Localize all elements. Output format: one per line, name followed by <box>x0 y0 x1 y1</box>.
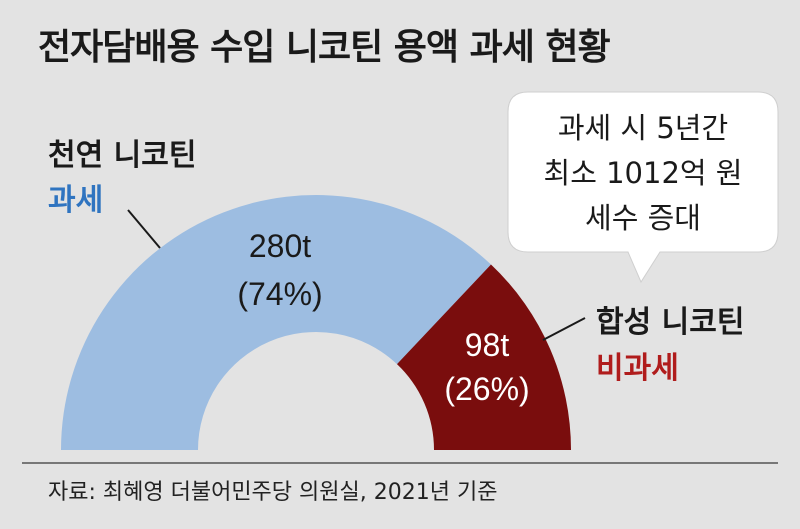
callout-line-3: 세수 증대 <box>585 201 701 235</box>
footer-divider <box>22 462 778 464</box>
slice-natural-nicotine <box>61 195 491 450</box>
synthetic-leader-line <box>542 317 586 341</box>
chart-title: 전자담배용 수입 니코틴 용액 과세 현황 <box>38 27 611 68</box>
slice-synthetic-percent: (26%) <box>444 371 529 407</box>
source-note: 자료: 최혜영 더불어민주당 의원실, 2021년 기준 <box>48 480 498 505</box>
natural-category-label: 천연 니코틴 <box>48 138 196 173</box>
synthetic-status-label: 비과세 <box>596 351 679 386</box>
callout-line-2: 최소 1012억 원 <box>544 156 743 190</box>
natural-status-label: 과세 <box>48 183 103 218</box>
slice-synthetic-nicotine <box>396 264 571 450</box>
natural-leader-line <box>127 209 161 249</box>
callout-line-1: 과세 시 5년간 <box>558 111 728 145</box>
synthetic-category-label: 합성 니코틴 <box>596 305 744 340</box>
slice-synthetic-value: 98t <box>465 327 510 363</box>
callout-bubble: 과세 시 5년간 최소 1012억 원 세수 증대 <box>507 91 779 284</box>
slice-natural-value: 280t <box>249 228 311 264</box>
slice-natural-percent: (74%) <box>237 276 322 312</box>
